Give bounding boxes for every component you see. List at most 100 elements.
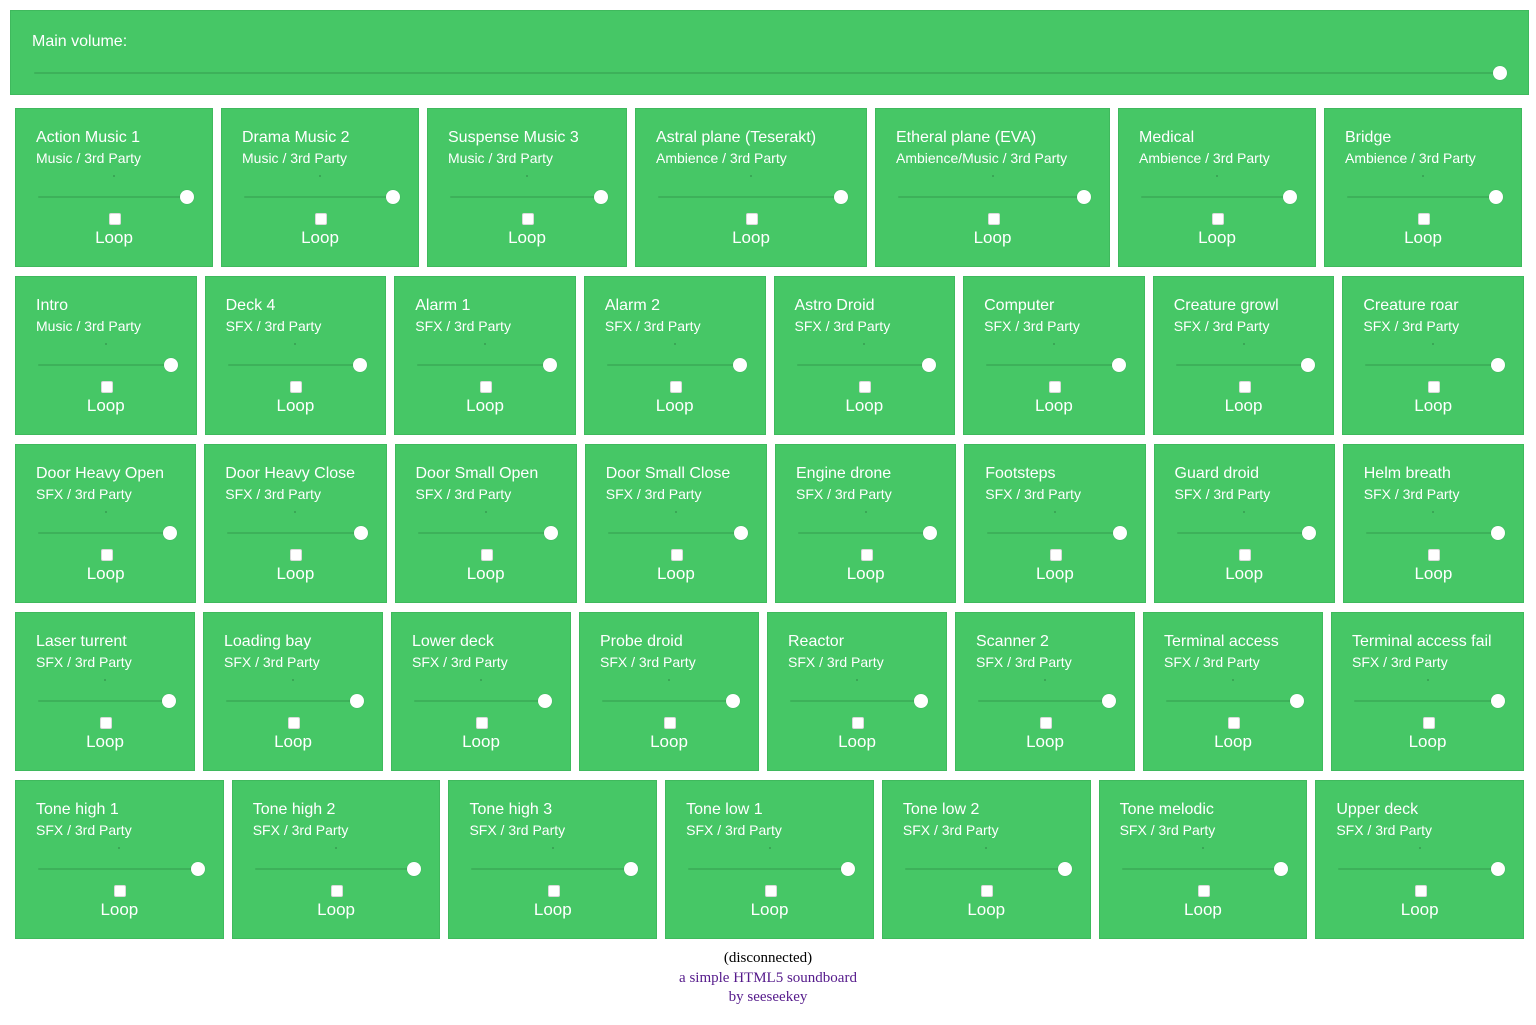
sound-volume-thumb[interactable]: [1491, 526, 1505, 540]
loop-checkbox[interactable]: [859, 381, 872, 393]
loop-checkbox[interactable]: [331, 885, 344, 897]
loop-checkbox[interactable]: [288, 717, 300, 729]
sound-volume-thumb[interactable]: [1111, 358, 1126, 372]
sound-card[interactable]: Laser turrent SFX / 3rd Party Loop: [15, 612, 195, 771]
sound-card[interactable]: Bridge Ambience / 3rd Party Loop: [1324, 108, 1522, 267]
sound-volume-thumb[interactable]: [1112, 526, 1127, 540]
sound-volume-thumb[interactable]: [1057, 862, 1072, 876]
main-volume-track[interactable]: [34, 72, 1500, 74]
loop-checkbox[interactable]: [1239, 549, 1252, 561]
sound-card[interactable]: Door Small Close SFX / 3rd Party Loop: [584, 444, 767, 603]
sound-volume-thumb[interactable]: [1489, 190, 1503, 204]
sound-card[interactable]: Creature roar SFX / 3rd Party Loop: [1342, 276, 1524, 435]
sound-volume-slider[interactable]: [417, 526, 558, 540]
loop-checkbox[interactable]: [1414, 885, 1427, 897]
sound-volume-slider[interactable]: [227, 358, 368, 372]
loop-checkbox[interactable]: [290, 381, 303, 393]
sound-card[interactable]: Tone high 3 SFX / 3rd Party Loop: [448, 780, 658, 939]
sound-volume-track[interactable]: [417, 532, 550, 534]
sound-card[interactable]: Action Music 1 Music / 3rd Party Loop: [15, 108, 213, 267]
sound-volume-thumb[interactable]: [1301, 358, 1316, 372]
sound-volume-slider[interactable]: [417, 358, 557, 372]
sound-card[interactable]: Creature growl SFX / 3rd Party Loop: [1152, 276, 1335, 435]
sound-volume-track[interactable]: [978, 700, 1108, 702]
sound-volume-slider[interactable]: [450, 190, 608, 204]
sound-volume-thumb[interactable]: [923, 526, 938, 540]
sound-volume-thumb[interactable]: [407, 862, 422, 876]
loop-checkbox[interactable]: [746, 213, 758, 225]
sound-volume-track[interactable]: [1121, 868, 1281, 870]
sound-volume-thumb[interactable]: [163, 358, 178, 372]
main-volume-thumb[interactable]: [1493, 66, 1507, 80]
sound-volume-slider[interactable]: [978, 694, 1116, 708]
sound-card[interactable]: Engine drone SFX / 3rd Party Loop: [775, 444, 957, 603]
sound-volume-track[interactable]: [227, 532, 360, 534]
footer-link-author[interactable]: by seeseekey: [728, 989, 808, 1005]
sound-volume-track[interactable]: [1354, 700, 1497, 702]
loop-checkbox[interactable]: [476, 717, 488, 729]
sound-volume-slider[interactable]: [1166, 694, 1304, 708]
loop-checkbox[interactable]: [290, 549, 303, 561]
sound-volume-track[interactable]: [1141, 196, 1289, 198]
loop-checkbox[interactable]: [664, 717, 676, 729]
sound-volume-thumb[interactable]: [734, 526, 748, 540]
sound-card[interactable]: Probe droid SFX / 3rd Party Loop: [579, 612, 759, 771]
loop-checkbox[interactable]: [669, 381, 682, 393]
sound-volume-slider[interactable]: [254, 862, 422, 876]
loop-checkbox[interactable]: [547, 885, 560, 897]
sound-card[interactable]: Tone low 1 SFX / 3rd Party Loop: [665, 780, 874, 939]
sound-volume-thumb[interactable]: [726, 694, 740, 708]
loop-checkbox[interactable]: [852, 717, 864, 729]
sound-card[interactable]: Door Heavy Close SFX / 3rd Party Loop: [204, 444, 387, 603]
sound-card[interactable]: Terminal access fail SFX / 3rd Party Loop: [1331, 612, 1524, 771]
sound-volume-slider[interactable]: [38, 694, 176, 708]
loop-checkbox[interactable]: [1048, 381, 1061, 393]
sound-volume-slider[interactable]: [607, 526, 748, 540]
sound-volume-thumb[interactable]: [1274, 862, 1289, 876]
sound-volume-track[interactable]: [606, 364, 739, 366]
sound-card[interactable]: Footsteps SFX / 3rd Party Loop: [964, 444, 1146, 603]
loop-checkbox[interactable]: [100, 381, 113, 393]
sound-card[interactable]: Deck 4 SFX / 3rd Party Loop: [204, 276, 387, 435]
sound-card[interactable]: Door Heavy Open SFX / 3rd Party Loop: [15, 444, 197, 603]
sound-card[interactable]: Etheral plane (EVA) Ambience/Music / 3rd …: [875, 108, 1110, 267]
sound-volume-track[interactable]: [414, 700, 544, 702]
loop-checkbox[interactable]: [100, 717, 112, 729]
sound-volume-track[interactable]: [607, 532, 740, 534]
sound-volume-slider[interactable]: [414, 694, 552, 708]
sound-volume-slider[interactable]: [688, 862, 855, 876]
loop-checkbox[interactable]: [764, 885, 777, 897]
sound-volume-track[interactable]: [796, 364, 929, 366]
sound-volume-thumb[interactable]: [914, 694, 928, 708]
sound-volume-thumb[interactable]: [1301, 526, 1316, 540]
sound-volume-track[interactable]: [1347, 196, 1495, 198]
sound-volume-slider[interactable]: [38, 190, 194, 204]
sound-volume-slider[interactable]: [987, 526, 1127, 540]
sound-volume-slider[interactable]: [986, 358, 1126, 372]
loop-checkbox[interactable]: [315, 213, 327, 225]
loop-checkbox[interactable]: [987, 213, 1000, 225]
sound-volume-track[interactable]: [254, 868, 414, 870]
sound-volume-slider[interactable]: [226, 694, 364, 708]
sound-volume-slider[interactable]: [471, 862, 639, 876]
sound-volume-slider[interactable]: [602, 694, 740, 708]
sound-volume-track[interactable]: [986, 364, 1118, 366]
sound-volume-track[interactable]: [38, 868, 197, 870]
main-volume-slider[interactable]: [34, 66, 1507, 80]
sound-volume-thumb[interactable]: [353, 358, 368, 372]
sound-volume-slider[interactable]: [1347, 190, 1503, 204]
sound-volume-track[interactable]: [38, 196, 186, 198]
sound-volume-slider[interactable]: [38, 358, 178, 372]
sound-card[interactable]: Astro Droid SFX / 3rd Party Loop: [773, 276, 956, 435]
sound-volume-slider[interactable]: [1176, 526, 1316, 540]
loop-checkbox[interactable]: [1428, 549, 1441, 561]
sound-volume-thumb[interactable]: [1077, 190, 1091, 204]
sound-volume-track[interactable]: [1175, 364, 1308, 366]
sound-volume-slider[interactable]: [1354, 694, 1505, 708]
sound-card[interactable]: Alarm 2 SFX / 3rd Party Loop: [583, 276, 766, 435]
sound-volume-slider[interactable]: [606, 358, 747, 372]
loop-checkbox[interactable]: [860, 549, 873, 561]
sound-card[interactable]: Astral plane (Teserakt) Ambience / 3rd Pa…: [635, 108, 867, 267]
sound-volume-thumb[interactable]: [732, 358, 747, 372]
sound-volume-slider[interactable]: [38, 526, 178, 540]
